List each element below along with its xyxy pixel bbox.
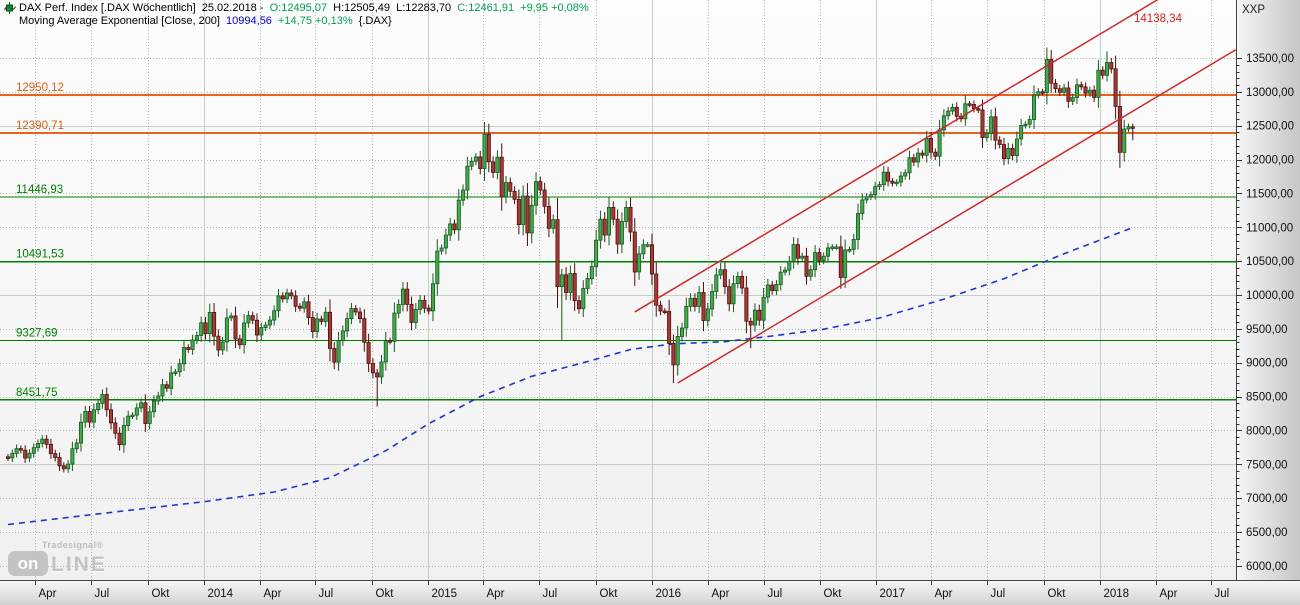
ma-line-icon bbox=[4, 6, 16, 28]
svg-text:Jul: Jul bbox=[543, 588, 558, 600]
svg-text:Apr: Apr bbox=[264, 588, 282, 600]
svg-text:9000,00: 9000,00 bbox=[1246, 358, 1288, 370]
logo-brand-text: Tradesignal® bbox=[42, 540, 104, 550]
svg-text:Okt: Okt bbox=[376, 588, 395, 600]
svg-text:14138,34: 14138,34 bbox=[1134, 13, 1183, 25]
svg-text:12000,00: 12000,00 bbox=[1246, 155, 1294, 167]
svg-text:13500,00: 13500,00 bbox=[1246, 53, 1294, 65]
svg-text:10000,00: 10000,00 bbox=[1246, 290, 1294, 302]
svg-text:12390,71: 12390,71 bbox=[16, 120, 64, 132]
svg-text:Jul: Jul bbox=[95, 588, 110, 600]
plot-area bbox=[0, 0, 1236, 580]
indicator-legend-row[interactable]: Moving Average Exponential [Close, 200] … bbox=[4, 6, 592, 28]
svg-text:2016: 2016 bbox=[656, 588, 682, 600]
svg-text:9327,69: 9327,69 bbox=[16, 328, 58, 340]
svg-text:6000,00: 6000,00 bbox=[1246, 561, 1288, 573]
svg-text:Jul: Jul bbox=[991, 588, 1006, 600]
level-labels: 12950,12 12390,71 11446,93 10491,53 9327,69 8… bbox=[16, 82, 64, 399]
channel-target-label: 14138,34 bbox=[1134, 13, 1183, 25]
svg-text:11500,00: 11500,00 bbox=[1246, 188, 1293, 200]
level-lines bbox=[0, 94, 1236, 401]
svg-text:Apr: Apr bbox=[935, 588, 953, 600]
quote-low: L:12283,70 bbox=[396, 2, 452, 14]
quote-close: C:12461,91 bbox=[457, 2, 515, 14]
chart-legend: DAX Perf. Index [.DAX Wöchentlich] 25.02… bbox=[4, 2, 592, 28]
svg-text:10491,53: 10491,53 bbox=[16, 249, 64, 261]
trend-channel bbox=[634, 0, 1237, 384]
svg-text:2017: 2017 bbox=[880, 588, 906, 600]
tradesignal-online-logo: Tradesignal® on LINE bbox=[8, 540, 107, 576]
right-axis[interactable]: 13500,00 13000,00 12500,00 12000,00 11500,00… bbox=[1236, 0, 1300, 580]
quote-change: +9,95 +0,08% bbox=[520, 2, 589, 14]
svg-text:Jul: Jul bbox=[1215, 588, 1230, 600]
svg-text:2018: 2018 bbox=[1104, 588, 1130, 600]
instrument-name: DAX Perf. Index [.DAX Wöchentlich] bbox=[19, 2, 196, 14]
svg-text:7500,00: 7500,00 bbox=[1246, 459, 1288, 471]
bottom-axis[interactable]: Apr Jul Okt 2014 Apr Jul Okt 2015 Apr Jul Okt 2016 A… bbox=[0, 580, 1300, 605]
logo-line-text: LINE bbox=[51, 553, 107, 576]
svg-text:Okt: Okt bbox=[1048, 588, 1067, 600]
indicator-change: +14,75 +0,13% bbox=[278, 15, 353, 27]
quote-date: 25.02.2018 - bbox=[201, 2, 264, 14]
candles-layer bbox=[6, 47, 1135, 473]
svg-text:9500,00: 9500,00 bbox=[1246, 324, 1288, 336]
svg-text:Okt: Okt bbox=[824, 588, 843, 600]
svg-text:13000,00: 13000,00 bbox=[1246, 87, 1294, 99]
svg-text:10500,00: 10500,00 bbox=[1246, 256, 1294, 268]
indicator-value: 10994,56 bbox=[226, 15, 272, 27]
ema-200-line bbox=[7, 226, 1134, 526]
svg-text:8451,75: 8451,75 bbox=[16, 387, 58, 399]
svg-text:Apr: Apr bbox=[39, 588, 57, 600]
svg-text:2015: 2015 bbox=[432, 588, 458, 600]
svg-text:Jul: Jul bbox=[768, 588, 783, 600]
quote-open: O:12495,07 bbox=[269, 2, 328, 14]
logo-on-badge: on bbox=[8, 551, 48, 576]
quote-high: H:12505,49 bbox=[333, 2, 391, 14]
svg-text:Okt: Okt bbox=[152, 588, 171, 600]
svg-text:12950,12: 12950,12 bbox=[16, 82, 64, 94]
instrument-legend-row[interactable]: DAX Perf. Index [.DAX Wöchentlich] 25.02… bbox=[4, 2, 592, 15]
svg-text:8500,00: 8500,00 bbox=[1246, 392, 1288, 404]
svg-text:11000,00: 11000,00 bbox=[1246, 222, 1293, 234]
svg-text:Apr: Apr bbox=[1160, 588, 1178, 600]
svg-text:11446,93: 11446,93 bbox=[16, 184, 63, 196]
svg-text:6500,00: 6500,00 bbox=[1246, 527, 1288, 539]
svg-text:Jul: Jul bbox=[319, 588, 334, 600]
svg-text:8000,00: 8000,00 bbox=[1246, 425, 1288, 437]
svg-text:12500,00: 12500,00 bbox=[1246, 121, 1294, 133]
indicator-name: Moving Average Exponential [Close, 200] bbox=[19, 15, 220, 27]
svg-text:Okt: Okt bbox=[600, 588, 619, 600]
svg-text:Apr: Apr bbox=[712, 588, 730, 600]
svg-text:XXP: XXP bbox=[1242, 4, 1265, 16]
svg-text:7000,00: 7000,00 bbox=[1246, 493, 1288, 505]
indicator-symbol: {.DAX} bbox=[358, 15, 392, 27]
svg-text:2014: 2014 bbox=[208, 588, 234, 600]
svg-text:Apr: Apr bbox=[487, 588, 505, 600]
